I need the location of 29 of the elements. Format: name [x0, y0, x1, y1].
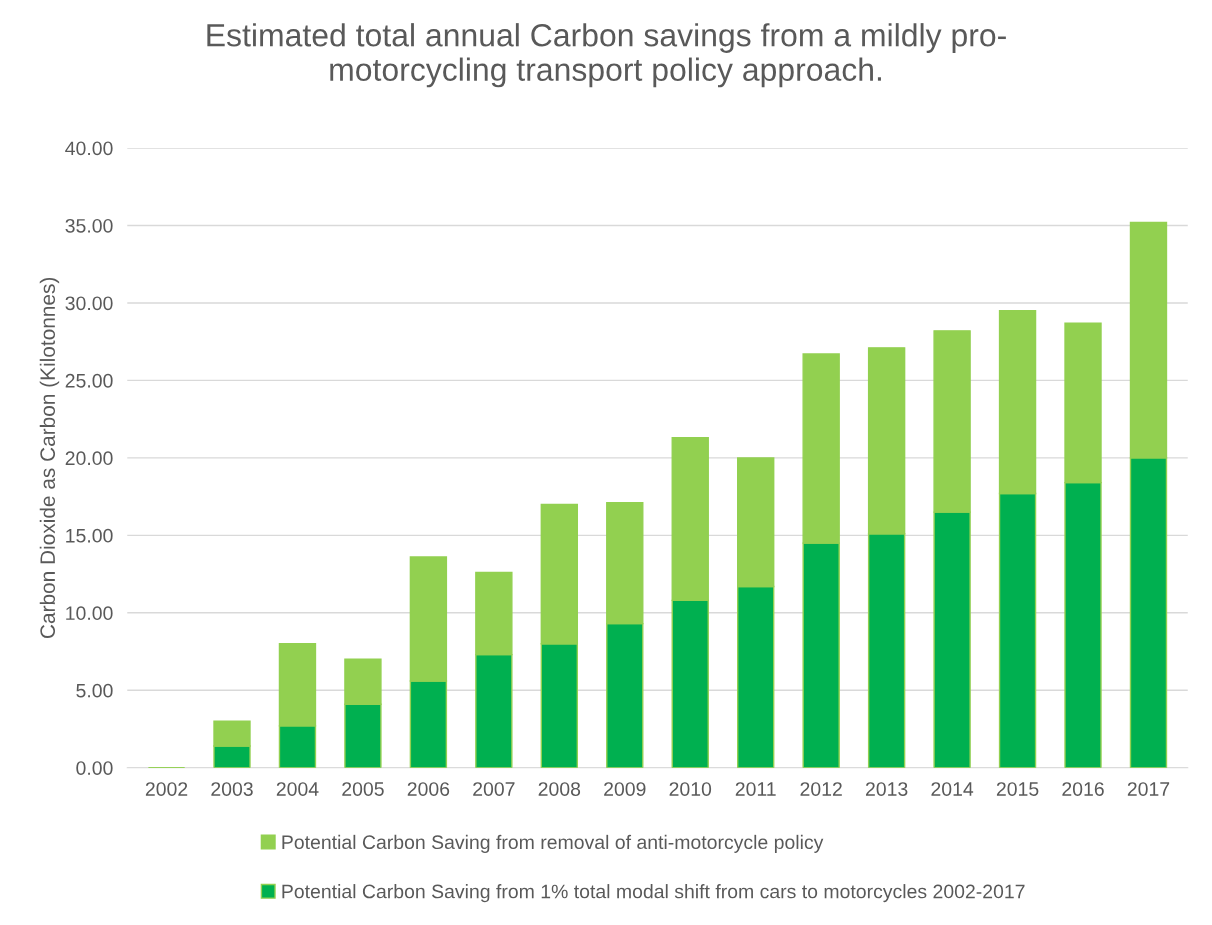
y-tick-label: 30.00: [65, 296, 113, 311]
y-tick-label: 40.00: [65, 141, 113, 156]
x-tick-label: 2011: [735, 782, 776, 796]
y-tick-label: 20.00: [65, 451, 113, 466]
x-tick-label: 2003: [211, 782, 253, 796]
y-tick-label: 25.00: [65, 373, 113, 388]
x-tick-label: 2014: [931, 782, 974, 796]
y-tick-label: 0.00: [76, 761, 113, 775]
x-tick-label: 2017: [1127, 782, 1170, 796]
y-axis-title: Carbon Dioxide as Carbon (Kilotonnes): [39, 277, 60, 639]
x-tick-label: 2015: [996, 782, 1039, 796]
x-tick-label: 2016: [1062, 782, 1104, 796]
x-tick-label: 2010: [669, 782, 712, 796]
y-tick-label: 35.00: [65, 218, 113, 233]
legend-label: Potential Carbon Saving from 1% total modal shift from cars to motorcycles 2002-2017: [282, 884, 1025, 903]
x-tick-label: 2005: [342, 782, 384, 796]
y-tick-label: 15.00: [66, 528, 113, 543]
chart-title: Estimated total annual Carbon savings from a mildly pro- motorcycling transport policy approach.: [207, 23, 1006, 88]
x-tick-label: 2004: [276, 782, 319, 796]
x-tick-label: 2013: [865, 782, 908, 796]
legend-label: Potential Carbon Saving from removal of anti-motorcycle policy: [282, 834, 824, 853]
x-tick-label: 2002: [145, 782, 188, 796]
x-tick-label: 2012: [800, 782, 842, 796]
x-tick-label: 2008: [538, 782, 581, 796]
y-tick-label: 10.00: [66, 606, 113, 621]
x-tick-label: 2007: [473, 782, 515, 796]
x-tick-label: 2006: [407, 782, 450, 796]
x-tick-label: 2009: [604, 782, 646, 796]
y-tick-label: 5.00: [76, 683, 113, 698]
